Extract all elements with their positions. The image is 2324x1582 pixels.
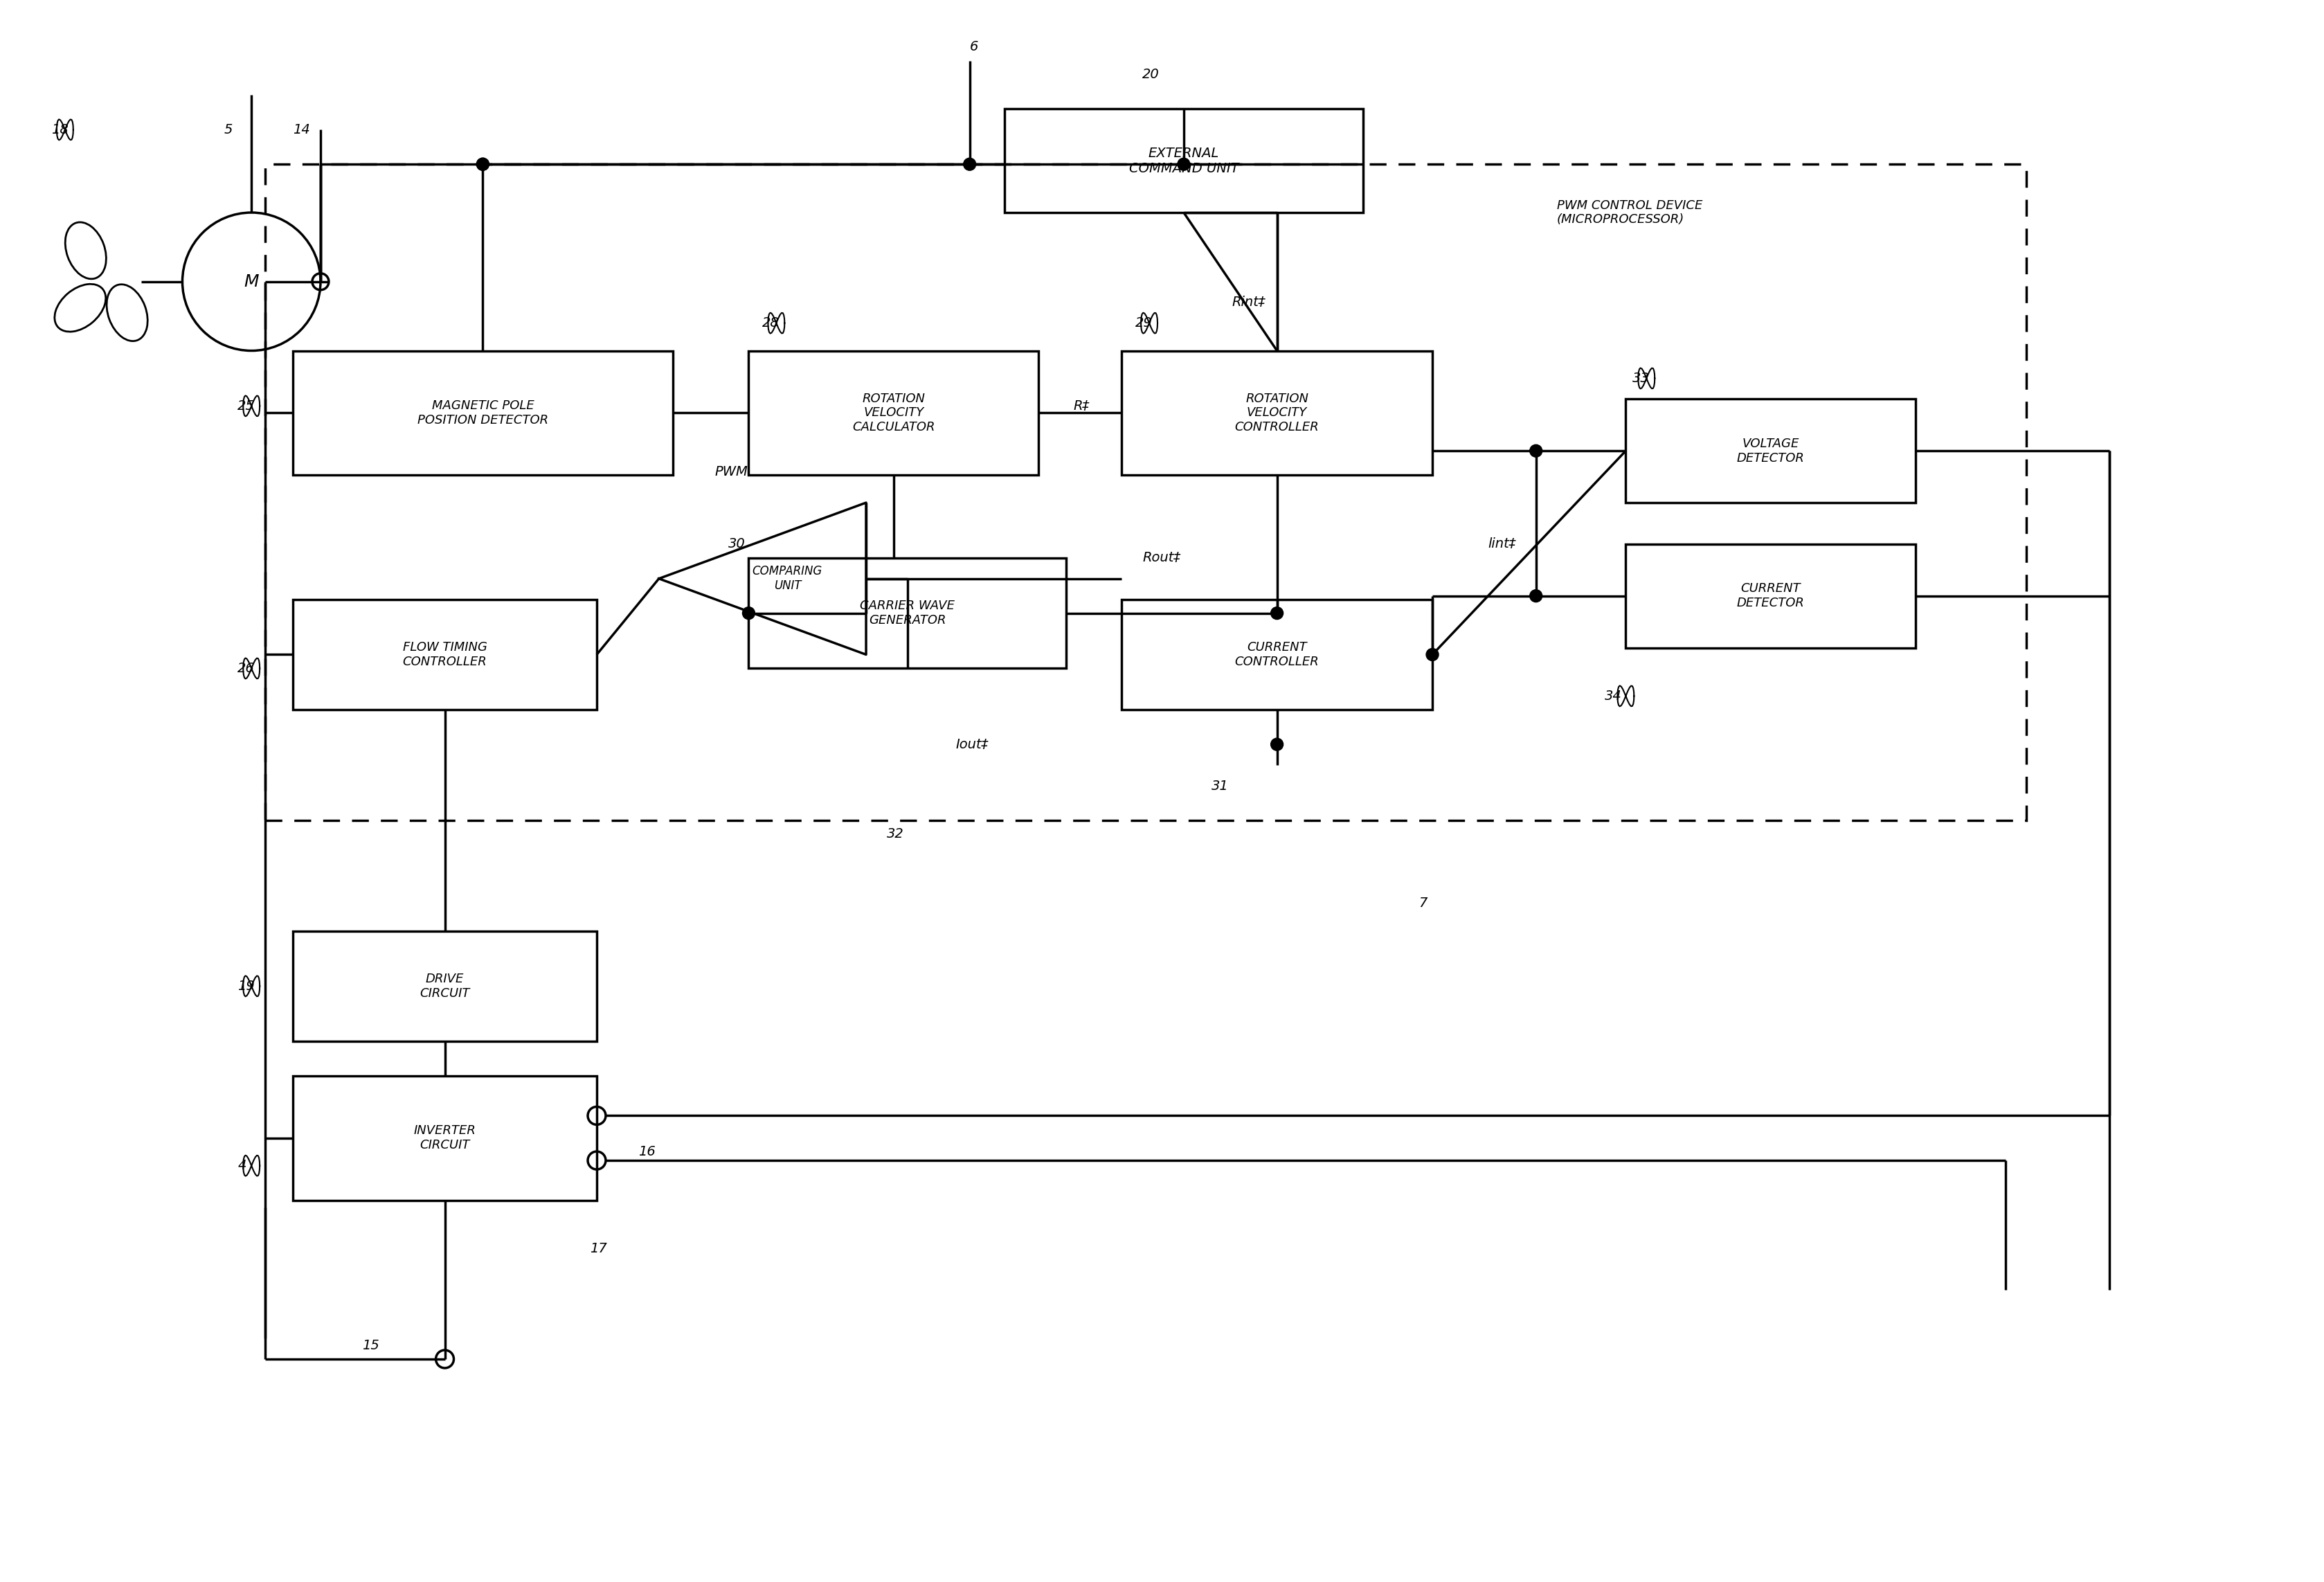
- Circle shape: [1427, 649, 1439, 661]
- Text: 30: 30: [727, 538, 746, 551]
- Text: 31: 31: [1211, 780, 1229, 793]
- Text: Rout‡: Rout‡: [1143, 551, 1181, 565]
- Circle shape: [1271, 739, 1283, 750]
- Bar: [1122, 351, 1432, 475]
- Text: ROTATION
VELOCITY
CALCULATOR: ROTATION VELOCITY CALCULATOR: [853, 392, 934, 433]
- Circle shape: [1178, 158, 1190, 171]
- Text: 16: 16: [639, 1145, 655, 1158]
- Text: EXTERNAL
COMMAND UNIT: EXTERNAL COMMAND UNIT: [1129, 147, 1239, 176]
- Bar: [293, 930, 597, 1041]
- Text: 32: 32: [888, 827, 904, 840]
- Text: 20: 20: [1143, 68, 1160, 81]
- Bar: [748, 351, 1039, 475]
- Text: M: M: [244, 274, 258, 290]
- Text: ROTATION
VELOCITY
CONTROLLER: ROTATION VELOCITY CONTROLLER: [1234, 392, 1320, 433]
- Text: 18: 18: [51, 123, 67, 136]
- Circle shape: [1271, 607, 1283, 620]
- Text: 26: 26: [237, 661, 256, 676]
- Circle shape: [476, 158, 488, 171]
- Text: 29: 29: [1136, 316, 1153, 329]
- Text: 34: 34: [1606, 690, 1622, 702]
- Circle shape: [1529, 590, 1543, 603]
- Text: PWM: PWM: [716, 465, 748, 478]
- Text: VOLTAGE
DETECTOR: VOLTAGE DETECTOR: [1736, 437, 1806, 464]
- Text: MAGNETIC POLE
POSITION DETECTOR: MAGNETIC POLE POSITION DETECTOR: [418, 399, 548, 426]
- Text: INVERTER
CIRCUIT: INVERTER CIRCUIT: [414, 1125, 476, 1152]
- Bar: [748, 558, 1067, 669]
- Circle shape: [1529, 445, 1543, 457]
- Text: CURRENT
DETECTOR: CURRENT DETECTOR: [1736, 582, 1806, 609]
- Bar: [293, 600, 597, 710]
- Text: CURRENT
CONTROLLER: CURRENT CONTROLLER: [1234, 641, 1320, 668]
- Circle shape: [476, 158, 488, 171]
- Text: Rint‡: Rint‡: [1232, 296, 1267, 308]
- Text: COMPARING
UNIT: COMPARING UNIT: [753, 565, 823, 592]
- Text: 15: 15: [363, 1338, 379, 1353]
- Text: 25: 25: [237, 399, 256, 413]
- Text: 17: 17: [590, 1242, 607, 1255]
- Text: 5: 5: [223, 123, 232, 136]
- Bar: [1122, 600, 1432, 710]
- Text: lint‡: lint‡: [1487, 538, 1515, 551]
- Text: PWM CONTROL DEVICE
(MICROPROCESSOR): PWM CONTROL DEVICE (MICROPROCESSOR): [1557, 199, 1701, 226]
- Text: 4: 4: [237, 1160, 246, 1172]
- Text: 28: 28: [762, 316, 779, 329]
- Text: 33: 33: [1634, 372, 1650, 384]
- Text: 19: 19: [237, 979, 256, 992]
- Bar: [1627, 399, 1915, 503]
- Text: CARRIER WAVE
GENERATOR: CARRIER WAVE GENERATOR: [860, 600, 955, 626]
- Bar: [293, 1076, 597, 1201]
- Bar: [1004, 109, 1364, 212]
- Text: DRIVE
CIRCUIT: DRIVE CIRCUIT: [421, 973, 469, 1000]
- Text: R‡: R‡: [1074, 399, 1090, 413]
- Circle shape: [964, 158, 976, 171]
- Text: 14: 14: [293, 123, 309, 136]
- Text: Iout‡: Iout‡: [955, 737, 988, 751]
- Circle shape: [741, 607, 755, 620]
- Text: 6: 6: [969, 40, 978, 54]
- Bar: [1627, 544, 1915, 647]
- Bar: [293, 351, 672, 475]
- Text: FLOW TIMING
CONTROLLER: FLOW TIMING CONTROLLER: [402, 641, 488, 668]
- Text: 7: 7: [1418, 897, 1427, 910]
- Bar: [265, 165, 2027, 821]
